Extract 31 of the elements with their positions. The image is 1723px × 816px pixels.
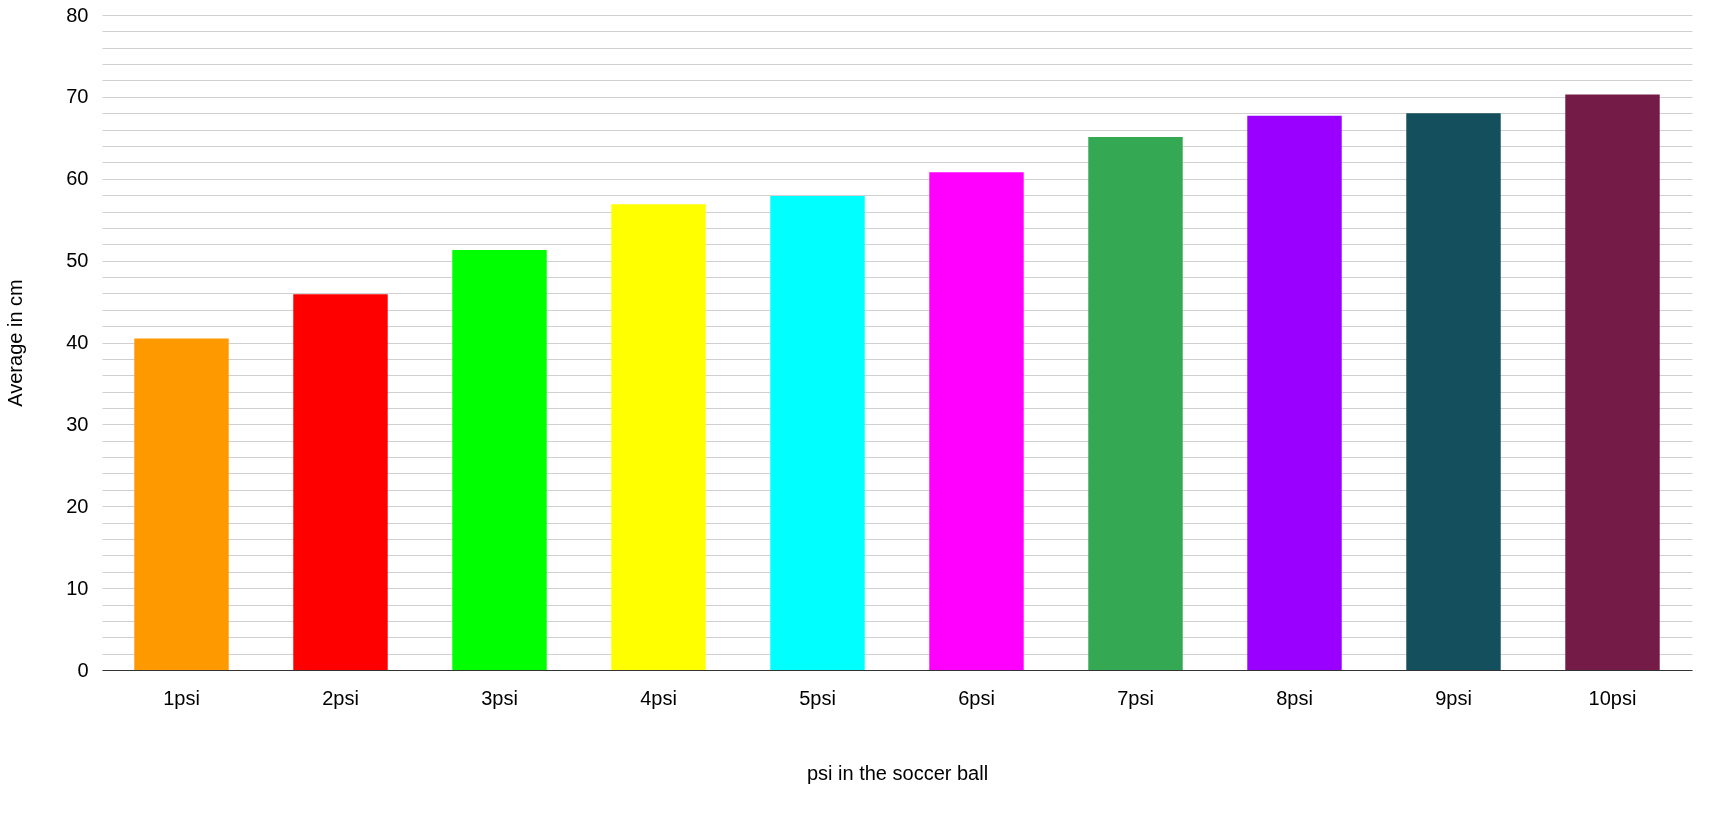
bar — [1565, 94, 1660, 670]
y-tick-label: 50 — [66, 249, 89, 272]
x-tick-label: 10psi — [1588, 686, 1637, 709]
x-tick-label: 3psi — [481, 686, 518, 709]
y-tick-label: 70 — [66, 85, 89, 108]
bar — [770, 195, 865, 670]
bar — [134, 338, 229, 670]
x-tick-label: 6psi — [958, 686, 995, 709]
y-tick-label: 40 — [66, 331, 89, 353]
y-tick-label: 60 — [66, 167, 89, 190]
x-tick-label: 5psi — [799, 686, 836, 709]
x-axis-title: psi in the soccer ball — [806, 761, 989, 784]
bar — [1088, 136, 1183, 670]
x-tick-label: 2psi — [322, 686, 359, 709]
x-tick-label: 1psi — [163, 686, 200, 709]
bar — [1406, 113, 1501, 670]
x-tick-label: 9psi — [1435, 686, 1472, 709]
bar — [1247, 115, 1342, 670]
x-tick-label: 7psi — [1117, 686, 1154, 709]
x-tick-label: 8psi — [1276, 686, 1313, 709]
bar — [611, 204, 706, 670]
y-tick-label: 80 — [66, 3, 89, 26]
x-tick-label: 4psi — [640, 686, 677, 709]
y-tick-label: 0 — [77, 658, 89, 681]
bar — [293, 294, 388, 670]
bar — [452, 249, 547, 670]
y-axis-title: Average in cm — [4, 279, 27, 407]
y-tick-label: 30 — [66, 412, 89, 435]
y-tick-label: 10 — [66, 576, 89, 599]
bar — [929, 172, 1024, 670]
y-tick-label: 20 — [66, 494, 89, 517]
